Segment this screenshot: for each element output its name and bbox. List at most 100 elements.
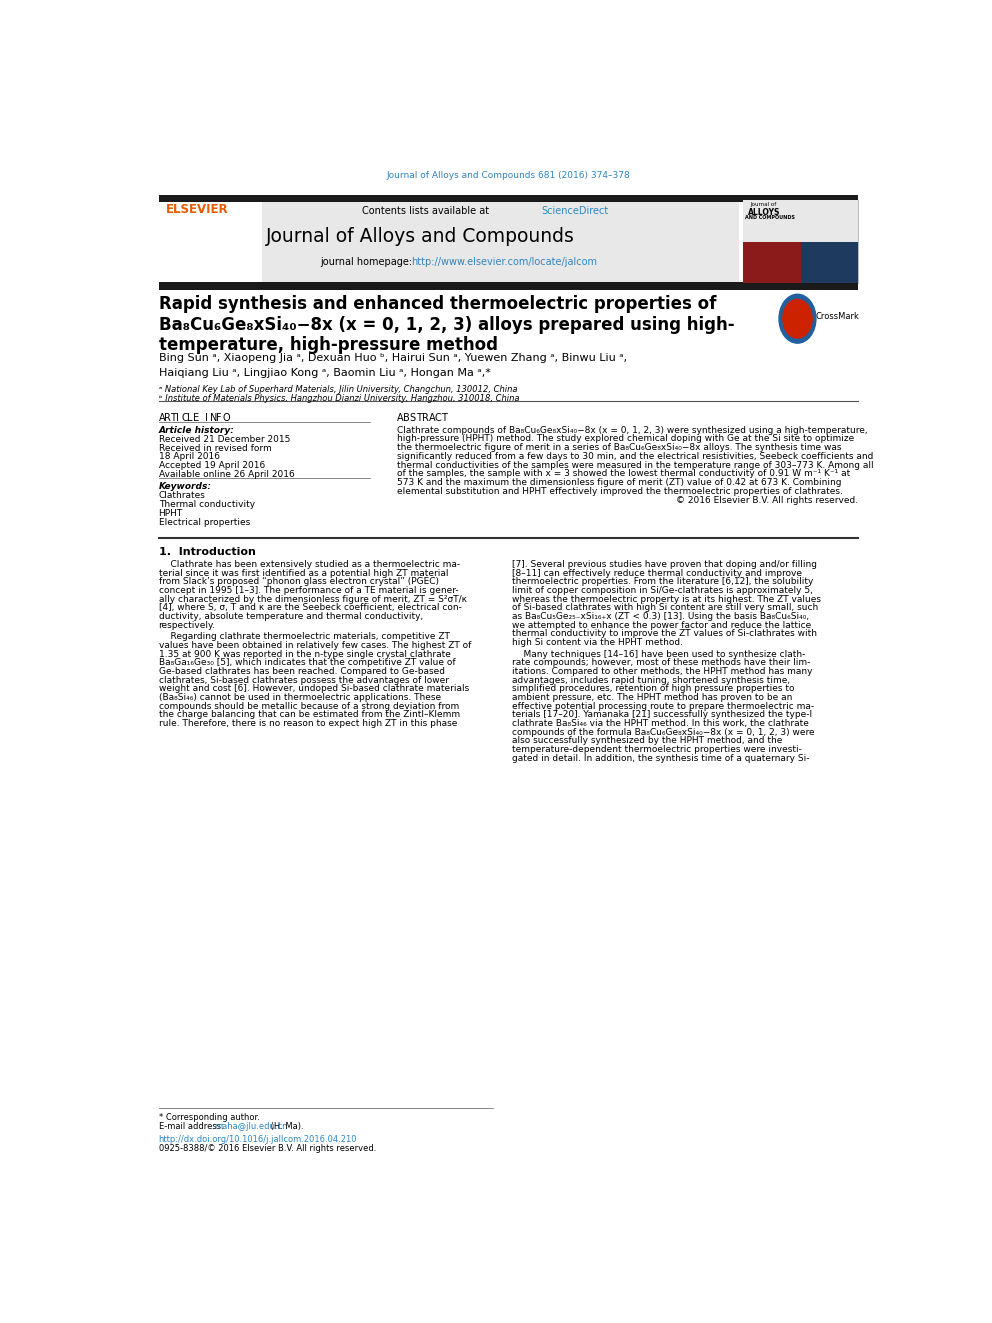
Text: F: F xyxy=(216,413,222,423)
Text: as Ba₈Cu₅Ge₂₅₋xSi₁₆₊x (ZT < 0.3) [13]. Using the basis Ba₈Cu₆Si₄₀,: as Ba₈Cu₅Ge₂₅₋xSi₁₆₊x (ZT < 0.3) [13]. U… xyxy=(512,613,809,620)
Text: weight and cost [6]. However, undoped Si-based clathrate materials: weight and cost [6]. However, undoped Si… xyxy=(159,684,469,693)
Text: Article history:: Article history: xyxy=(159,426,234,435)
Text: Thermal conductivity: Thermal conductivity xyxy=(159,500,255,509)
Text: Clathrate has been extensively studied as a thermoelectric ma-: Clathrate has been extensively studied a… xyxy=(159,560,459,569)
Text: T: T xyxy=(171,413,176,423)
Text: E-mail address:: E-mail address: xyxy=(159,1122,226,1131)
Bar xyxy=(159,282,858,290)
Text: thermal conductivities of the samples were measured in the temperature range of : thermal conductivities of the samples we… xyxy=(397,460,874,470)
Text: values have been obtained in relatively few cases. The highest ZT of: values have been obtained in relatively … xyxy=(159,642,471,650)
Text: A: A xyxy=(397,413,404,423)
Text: temperature-dependent thermoelectric properties were investi-: temperature-dependent thermoelectric pro… xyxy=(512,745,803,754)
Text: ally characterized by the dimensionless figure of merit, ZT = S²σT/κ: ally characterized by the dimensionless … xyxy=(159,595,466,603)
Text: significantly reduced from a few days to 30 min, and the electrical resistivitie: significantly reduced from a few days to… xyxy=(397,452,873,460)
Bar xyxy=(743,200,858,242)
Text: Ba₈Ga₁₆Ge₃₀ [5], which indicates that the competitive ZT value of: Ba₈Ga₁₆Ge₃₀ [5], which indicates that th… xyxy=(159,659,455,667)
Circle shape xyxy=(779,294,815,343)
Text: itations. Compared to other methods, the HPHT method has many: itations. Compared to other methods, the… xyxy=(512,667,812,676)
Text: whereas the thermoelectric property is at its highest. The ZT values: whereas the thermoelectric property is a… xyxy=(512,595,821,603)
Text: (Ba₈Si₄₆) cannot be used in thermoelectric applications. These: (Ba₈Si₄₆) cannot be used in thermoelectr… xyxy=(159,693,440,703)
Text: also successfully synthesized by the HPHT method, and the: also successfully synthesized by the HPH… xyxy=(512,737,783,745)
Text: 18 April 2016: 18 April 2016 xyxy=(159,452,219,462)
Text: Regarding clathrate thermoelectric materials, competitive ZT: Regarding clathrate thermoelectric mater… xyxy=(159,632,449,642)
Text: Received in revised form: Received in revised form xyxy=(159,445,272,452)
Text: http://www.elsevier.com/locate/jalcom: http://www.elsevier.com/locate/jalcom xyxy=(411,257,597,266)
Text: Many techniques [14–16] have been used to synthesize clath-: Many techniques [14–16] have been used t… xyxy=(512,650,806,659)
Text: effective potential processing route to prepare thermoelectric ma-: effective potential processing route to … xyxy=(512,701,814,710)
Text: respectively.: respectively. xyxy=(159,620,215,630)
Text: clathrate Ba₈Si₄₆ via the HPHT method. In this work, the clathrate: clathrate Ba₈Si₄₆ via the HPHT method. I… xyxy=(512,718,809,728)
Text: CrossMark: CrossMark xyxy=(815,312,860,320)
Text: A: A xyxy=(159,413,166,423)
Bar xyxy=(743,242,801,283)
Text: ᵇ Institute of Materials Physics, Hangzhou Dianzi University, Hangzhou, 310018, : ᵇ Institute of Materials Physics, Hangzh… xyxy=(159,394,519,404)
Text: A: A xyxy=(429,413,435,423)
Text: 1.35 at 900 K was reported in the n-type single crystal clathrate: 1.35 at 900 K was reported in the n-type… xyxy=(159,650,450,659)
Text: [7]. Several previous studies have proven that doping and/or filling: [7]. Several previous studies have prove… xyxy=(512,560,817,569)
Text: of Si-based clathrates with high Si content are still very small, such: of Si-based clathrates with high Si cont… xyxy=(512,603,818,613)
Text: * Corresponding author.: * Corresponding author. xyxy=(159,1113,260,1122)
Text: Accepted 19 April 2016: Accepted 19 April 2016 xyxy=(159,462,265,470)
Text: B: B xyxy=(403,413,410,423)
Text: HPHT: HPHT xyxy=(159,509,183,519)
Text: [4], where S, σ, T and κ are the Seebeck coefficient, electrical con-: [4], where S, σ, T and κ are the Seebeck… xyxy=(159,603,461,613)
Text: high-pressure (HPHT) method. The study explored chemical doping with Ge at the S: high-pressure (HPHT) method. The study e… xyxy=(397,434,854,443)
Text: clathrates, Si-based clathrates possess the advantages of lower: clathrates, Si-based clathrates possess … xyxy=(159,676,448,685)
Text: [8–11] can effectively reduce thermal conductivity and improve: [8–11] can effectively reduce thermal co… xyxy=(512,569,803,578)
Text: compounds should be metallic because of a strong deviation from: compounds should be metallic because of … xyxy=(159,701,459,710)
Text: Received 21 December 2015: Received 21 December 2015 xyxy=(159,435,290,443)
Text: the charge balancing that can be estimated from the Zintl–Klemm: the charge balancing that can be estimat… xyxy=(159,710,459,720)
Text: E: E xyxy=(193,413,199,423)
Text: C: C xyxy=(182,413,188,423)
Text: http://dx.doi.org/10.1016/j.jallcom.2016.04.210: http://dx.doi.org/10.1016/j.jallcom.2016… xyxy=(159,1135,357,1143)
Text: Electrical properties: Electrical properties xyxy=(159,519,250,528)
Text: T: T xyxy=(416,413,422,423)
Text: Rapid synthesis and enhanced thermoelectric properties of: Rapid synthesis and enhanced thermoelect… xyxy=(159,295,716,314)
Text: Journal of Alloys and Compounds 681 (2016) 374–378: Journal of Alloys and Compounds 681 (201… xyxy=(387,171,630,180)
Text: ScienceDirect: ScienceDirect xyxy=(542,205,609,216)
Text: 573 K and the maximum the dimensionless figure of merit (ZT) value of 0.42 at 67: 573 K and the maximum the dimensionless … xyxy=(397,478,841,487)
Text: compounds of the formula Ba₈Cu₆Ge₈xSi₄₀−8x (x = 0, 1, 2, 3) were: compounds of the formula Ba₈Cu₆Ge₈xSi₄₀−… xyxy=(512,728,814,737)
Text: Clathrates: Clathrates xyxy=(159,491,205,500)
Text: O: O xyxy=(222,413,229,423)
Text: we attempted to enhance the power factor and reduce the lattice: we attempted to enhance the power factor… xyxy=(512,620,811,630)
Text: limit of copper composition in Si/Ge-clathrates is approximately 5,: limit of copper composition in Si/Ge-cla… xyxy=(512,586,813,595)
Text: the thermoelectric figure of merit in a series of Ba₈Cu₆Ge₈xSi₄₀−8x alloys. The : the thermoelectric figure of merit in a … xyxy=(397,443,841,452)
Text: Keywords:: Keywords: xyxy=(159,482,211,491)
Text: simplified procedures, retention of high pressure properties to: simplified procedures, retention of high… xyxy=(512,684,795,693)
Text: thermoelectric properties. From the literature [6,12], the solubility: thermoelectric properties. From the lite… xyxy=(512,577,813,586)
Text: from Slack’s proposed “phonon glass electron crystal” (PGEC): from Slack’s proposed “phonon glass elec… xyxy=(159,577,438,586)
Text: advantages, includes rapid tuning, shortened synthesis time,: advantages, includes rapid tuning, short… xyxy=(512,676,791,685)
Text: T: T xyxy=(441,413,447,423)
Text: 0925-8388/© 2016 Elsevier B.V. All rights reserved.: 0925-8388/© 2016 Elsevier B.V. All right… xyxy=(159,1144,376,1152)
Text: S: S xyxy=(410,413,416,423)
Text: ᵃ National Key Lab of Superhard Materials, Jilin University, Changchun, 130012, : ᵃ National Key Lab of Superhard Material… xyxy=(159,385,517,394)
Text: Ge-based clathrates has been reached. Compared to Ge-based: Ge-based clathrates has been reached. Co… xyxy=(159,667,444,676)
Text: (H. Ma).: (H. Ma). xyxy=(268,1122,304,1131)
Text: ambient pressure, etc. The HPHT method has proven to be an: ambient pressure, etc. The HPHT method h… xyxy=(512,693,793,703)
Text: rate compounds; however, most of these methods have their lim-: rate compounds; however, most of these m… xyxy=(512,659,810,667)
Text: concept in 1995 [1–3]. The performance of a TE material is gener-: concept in 1995 [1–3]. The performance o… xyxy=(159,586,458,595)
Text: of the samples, the sample with x = 3 showed the lowest thermal conductivity of : of the samples, the sample with x = 3 sh… xyxy=(397,470,850,479)
Text: Journal of: Journal of xyxy=(751,201,777,206)
Bar xyxy=(159,196,858,201)
Text: © 2016 Elsevier B.V. All rights reserved.: © 2016 Elsevier B.V. All rights reserved… xyxy=(677,496,858,505)
Text: ALLOYS: ALLOYS xyxy=(748,208,781,217)
Text: maha@jlu.edu.cn: maha@jlu.edu.cn xyxy=(214,1122,288,1131)
Text: Clathrate compounds of Ba₈Cu₆Ge₈xSi₄₀−8x (x = 0, 1, 2, 3) were synthesized using: Clathrate compounds of Ba₈Cu₆Ge₈xSi₄₀−8x… xyxy=(397,426,868,435)
Text: elemental substitution and HPHT effectively improved the thermoelectric properti: elemental substitution and HPHT effectiv… xyxy=(397,487,843,496)
Text: high Si content via the HPHT method.: high Si content via the HPHT method. xyxy=(512,638,683,647)
Bar xyxy=(801,242,858,283)
Text: Contents lists available at: Contents lists available at xyxy=(362,205,493,216)
Bar xyxy=(159,200,739,283)
Text: temperature, high-pressure method: temperature, high-pressure method xyxy=(159,336,498,355)
Text: I: I xyxy=(176,413,179,423)
Text: L: L xyxy=(187,413,192,423)
Bar xyxy=(159,200,262,283)
Text: R: R xyxy=(165,413,172,423)
Text: gated in detail. In addition, the synthesis time of a quaternary Si-: gated in detail. In addition, the synthe… xyxy=(512,754,809,762)
Text: thermal conductivity to improve the ZT values of Si-clathrates with: thermal conductivity to improve the ZT v… xyxy=(512,630,817,639)
Text: terials [17–20]. Yamanaka [21] successfully synthesized the type-I: terials [17–20]. Yamanaka [21] successfu… xyxy=(512,710,812,720)
Text: R: R xyxy=(423,413,429,423)
Text: rule. Therefore, there is no reason to expect high ZT in this phase: rule. Therefore, there is no reason to e… xyxy=(159,718,457,728)
